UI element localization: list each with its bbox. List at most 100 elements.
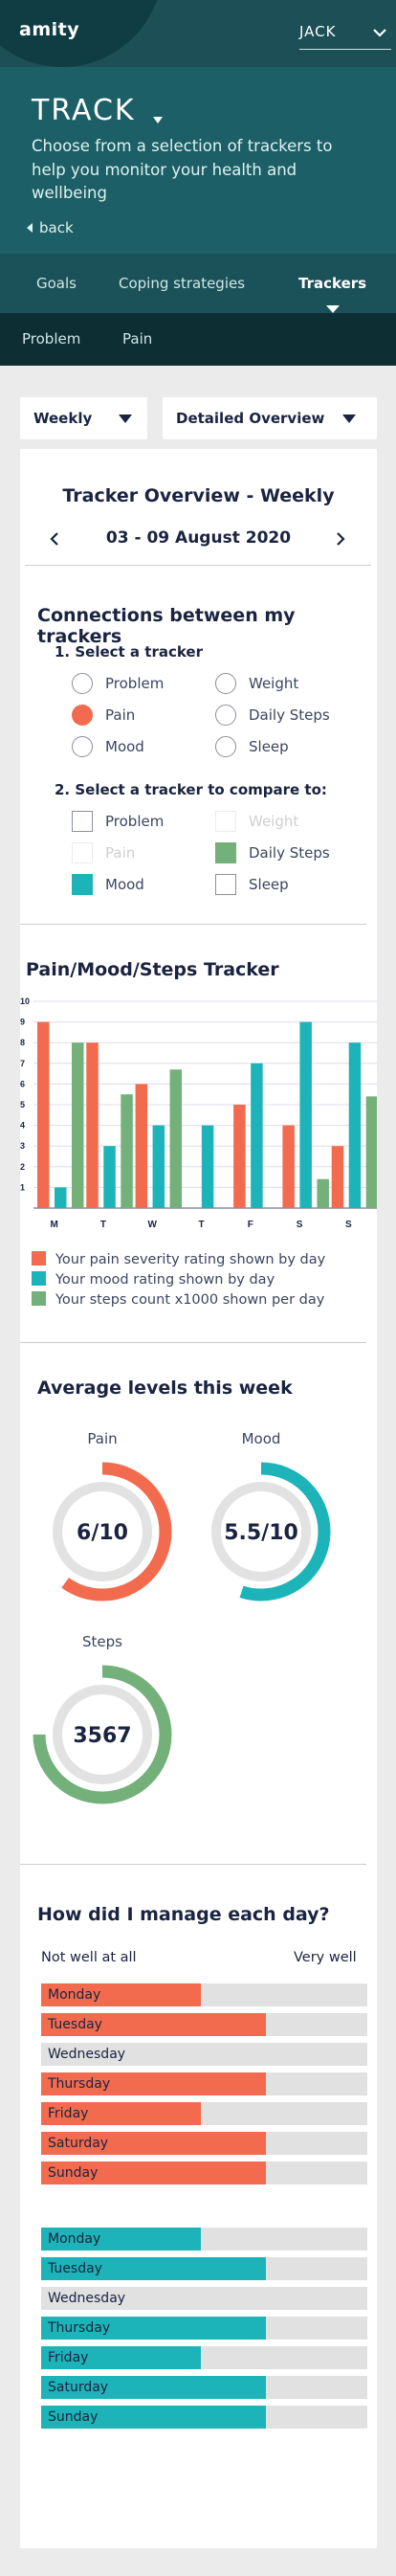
caret-down-icon[interactable] <box>153 117 163 124</box>
bar-pain <box>331 1146 344 1208</box>
averages-title: Average levels this week <box>37 1378 293 1399</box>
chevron-down-icon <box>373 29 386 37</box>
x-tick-label: S <box>345 1220 352 1230</box>
bar-mood <box>348 1042 362 1208</box>
radio-label: Weight <box>249 675 299 692</box>
hero-header: amity JACK TRACK Choose from a selection… <box>0 0 396 254</box>
day-bar-sunday: Sunday <box>41 2406 367 2429</box>
day-bar-friday: Friday <box>41 2102 367 2125</box>
user-menu[interactable]: JACK <box>299 21 391 50</box>
average-ring-fill <box>33 1462 172 1602</box>
day-label: Saturday <box>48 2136 109 2151</box>
average-ring-fill <box>191 1462 331 1602</box>
bar-pain <box>282 1125 295 1208</box>
day-label: Thursday <box>48 2320 111 2336</box>
dropdown-arrow-icon <box>342 414 356 423</box>
period-select[interactable]: Weekly <box>20 397 147 439</box>
tracker-card: Tracker Overview - Weekly 03 - 09 August… <box>20 449 377 2548</box>
dropdown-arrow-icon <box>119 414 132 423</box>
bar-pain <box>233 1105 246 1208</box>
day-bar-fill <box>41 1983 202 2006</box>
step2-title: 2. Select a tracker to compare to: <box>55 781 327 798</box>
chevron-right-icon[interactable] <box>332 529 349 549</box>
tab-trackers[interactable]: Trackers <box>298 275 367 292</box>
view-select[interactable]: Detailed Overview <box>163 397 377 439</box>
day-bar-tuesday: Tuesday <box>41 2257 367 2280</box>
bar-mood <box>152 1125 165 1208</box>
day-bar-fill <box>41 2317 267 2340</box>
checkbox-label: Problem <box>105 813 165 830</box>
tab-coping-strategies[interactable]: Coping strategies <box>119 275 246 292</box>
bar-mood <box>103 1146 116 1208</box>
chevron-left-icon[interactable] <box>46 529 63 549</box>
average-ring <box>33 1462 172 1602</box>
bar-mood <box>55 1187 67 1208</box>
average-ring-fill <box>33 1665 172 1804</box>
radio-control <box>215 705 236 726</box>
day-bar-fill <box>41 2228 202 2251</box>
bar-steps <box>121 1094 133 1208</box>
bar-steps <box>365 1096 377 1208</box>
x-tick-label: T <box>100 1220 106 1230</box>
legend-swatch <box>32 1271 46 1286</box>
day-bar-fill <box>41 2102 202 2125</box>
y-tick-label: 9 <box>20 1018 25 1027</box>
step1-title: 1. Select a tracker <box>55 643 204 661</box>
day-bar-monday: Monday <box>41 1983 367 2006</box>
bar-steps <box>72 1042 84 1208</box>
date-range: 03 - 09 August 2020 <box>105 528 292 548</box>
view-select-value: Detailed Overview <box>176 410 325 427</box>
radio-label: Pain <box>105 706 136 724</box>
tab-goals[interactable]: Goals <box>36 275 77 292</box>
checkbox-label: Daily Steps <box>249 844 330 862</box>
back-link[interactable]: back <box>27 219 74 236</box>
average-value: 6/10 <box>77 1521 128 1545</box>
chart-title: Pain/Mood/Steps Tracker <box>26 959 279 980</box>
radio-control <box>72 736 93 757</box>
bar-steps <box>169 1069 183 1208</box>
page-description: Choose from a selection of trackers to h… <box>32 137 333 202</box>
day-bar-saturday: Saturday <box>41 2376 367 2399</box>
day-bar-thursday: Thursday <box>41 2072 367 2095</box>
tracker-chart: 1 2 3 4 5 6 7 8 9 10 M T W T F S S <box>20 997 377 1230</box>
radio-label: Mood <box>105 738 144 755</box>
radio-control <box>72 705 93 726</box>
bar-pain <box>135 1084 148 1208</box>
day-label: Friday <box>48 2350 89 2365</box>
radio-control <box>215 736 236 757</box>
checkbox-control <box>72 811 93 832</box>
divider <box>20 1342 366 1343</box>
y-tick-label: 2 <box>20 1162 25 1172</box>
x-tick-label: S <box>297 1220 303 1230</box>
day-label: Sunday <box>48 2165 99 2181</box>
radio-control <box>215 673 236 694</box>
date-navigator: 03 - 09 August 2020 <box>20 526 377 554</box>
scale-low-label: Not well at all <box>41 1950 137 1965</box>
day-bar-tuesday: Tuesday <box>41 2013 367 2036</box>
app-logo[interactable]: amity <box>19 19 80 40</box>
checkbox-label: Sleep <box>249 876 289 893</box>
day-bar-fill <box>41 2257 267 2280</box>
y-tick-label: 7 <box>20 1059 25 1068</box>
average-value: 3567 <box>73 1724 132 1748</box>
user-name: JACK <box>299 23 337 40</box>
y-tick-label: 8 <box>20 1038 25 1047</box>
day-bar-thursday: Thursday <box>41 2317 367 2340</box>
average-label: Mood <box>241 1430 281 1447</box>
bar-mood <box>251 1063 263 1208</box>
day-label: Wednesday <box>48 2047 126 2062</box>
day-label: Monday <box>48 2231 101 2247</box>
day-bar-fill <box>41 2132 267 2155</box>
back-arrow-icon <box>27 222 33 233</box>
day-label: Friday <box>48 2106 89 2121</box>
checkbox-label: Weight <box>249 813 299 830</box>
subtab-problem[interactable]: Problem <box>22 330 81 347</box>
day-bar-saturday: Saturday <box>41 2132 367 2155</box>
average-value: 5.5/10 <box>224 1521 298 1545</box>
bar-mood <box>299 1021 312 1208</box>
legend-swatch <box>32 1291 46 1306</box>
checkbox-control <box>215 842 236 863</box>
x-tick-label: W <box>147 1220 157 1230</box>
connections-title: Connections between my trackers <box>37 605 296 647</box>
subtab-pain[interactable]: Pain <box>122 330 153 347</box>
